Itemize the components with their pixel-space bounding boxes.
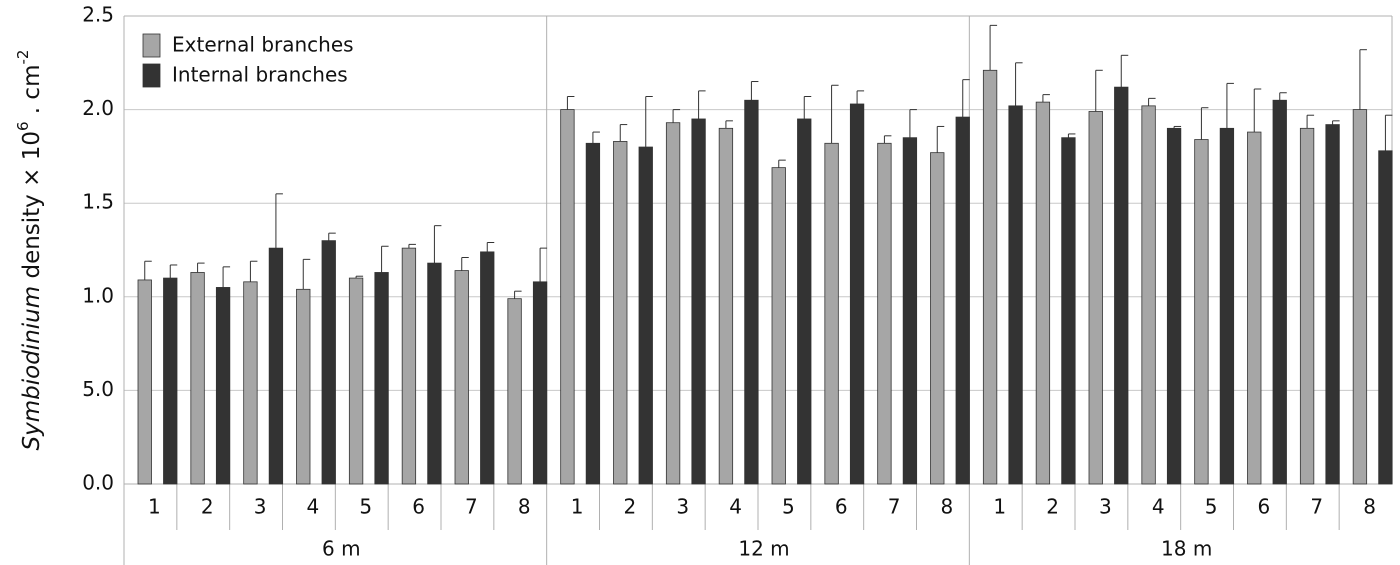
y-axis-title-part: 6 xyxy=(14,121,32,131)
bar xyxy=(1166,127,1182,485)
bar xyxy=(1008,105,1023,485)
bar xyxy=(532,281,548,485)
x-tick-label: 1 xyxy=(993,495,1006,519)
x-tick-label: 3 xyxy=(676,495,689,519)
bar xyxy=(955,116,970,485)
y-axis-title-part: Symbiodinium xyxy=(19,286,45,451)
x-tick-label: 1 xyxy=(148,495,161,519)
x-tick-label: 2 xyxy=(201,495,214,519)
bar xyxy=(243,281,258,485)
x-tick-label: 4 xyxy=(307,495,320,519)
x-tick-label: 5 xyxy=(782,495,795,519)
bar xyxy=(638,146,653,485)
x-tick-label: 2 xyxy=(624,495,637,519)
y-tick-label: 1.5 xyxy=(82,190,114,214)
bar xyxy=(877,142,892,485)
x-tick-label: 7 xyxy=(465,495,478,519)
bar xyxy=(137,279,152,485)
bar xyxy=(982,69,998,485)
x-tick-label: 6 xyxy=(835,495,848,519)
bar xyxy=(427,262,442,485)
legend-label: External branches xyxy=(172,33,354,57)
x-tick-label: 8 xyxy=(1363,495,1376,519)
bar xyxy=(824,142,839,485)
bar xyxy=(348,277,364,485)
bar xyxy=(691,118,706,485)
group-label: 12 m xyxy=(738,537,789,561)
bar xyxy=(665,122,681,485)
bar xyxy=(1194,139,1209,485)
bar xyxy=(190,272,205,485)
x-tick-label: 2 xyxy=(1046,495,1059,519)
group-label: 18 m xyxy=(1161,537,1212,561)
bar xyxy=(744,99,759,485)
bar xyxy=(401,247,417,485)
bar xyxy=(1325,124,1340,485)
bar xyxy=(849,103,865,485)
x-tick-label: 6 xyxy=(412,495,425,519)
x-tick-label: 8 xyxy=(941,495,954,519)
bar xyxy=(902,137,918,485)
bar xyxy=(374,272,389,485)
x-tick-label: 6 xyxy=(1258,495,1271,519)
bar xyxy=(1272,99,1287,485)
y-tick-label: 2.0 xyxy=(82,96,114,120)
x-tick-label: 5 xyxy=(1205,495,1218,519)
x-tick-label: 5 xyxy=(359,495,372,519)
y-tick-label: 0.0 xyxy=(82,471,114,495)
bar xyxy=(1141,105,1156,485)
y-axis-title-part: -2 xyxy=(14,50,32,65)
y-tick-label: 5.0 xyxy=(82,377,114,401)
bar xyxy=(215,287,231,485)
legend-label: Internal branches xyxy=(172,63,348,87)
x-tick-label: 3 xyxy=(254,495,267,519)
bar xyxy=(454,270,469,485)
bar xyxy=(1088,111,1103,485)
bar xyxy=(1299,127,1315,485)
y-axis-title-part: . cm xyxy=(19,64,45,114)
bar xyxy=(1247,131,1262,485)
x-tick-label: 4 xyxy=(1152,495,1165,519)
x-tick-label: 8 xyxy=(518,495,531,519)
legend-swatch xyxy=(142,63,161,88)
bar xyxy=(321,240,336,485)
y-tick-label: 1.0 xyxy=(82,283,114,307)
x-tick-label: 4 xyxy=(729,495,742,519)
bar xyxy=(1061,137,1076,485)
bar xyxy=(718,127,734,485)
x-tick-label: 1 xyxy=(571,495,584,519)
bar xyxy=(268,247,284,485)
legend-swatch xyxy=(142,33,161,58)
y-axis-title-part: density × 10 xyxy=(19,131,45,279)
bar xyxy=(1352,109,1368,485)
bar xyxy=(296,288,311,485)
bar xyxy=(480,251,495,485)
x-tick-label: 7 xyxy=(1310,495,1323,519)
y-tick-label: 2.5 xyxy=(82,3,114,27)
x-tick-label: 3 xyxy=(1099,495,1112,519)
y-axis-title: Symbiodinium density × 106 . cm-2 xyxy=(14,50,45,451)
bar xyxy=(163,277,178,485)
bar xyxy=(1114,86,1129,485)
bar xyxy=(585,142,601,485)
bar xyxy=(930,152,945,485)
bar xyxy=(613,141,628,485)
bar xyxy=(1378,150,1393,485)
x-tick-label: 7 xyxy=(888,495,901,519)
group-label: 6 m xyxy=(322,537,361,561)
bar xyxy=(1035,101,1051,485)
bar xyxy=(771,167,786,485)
bar xyxy=(507,298,522,485)
bar xyxy=(1219,127,1235,485)
bar xyxy=(797,118,812,485)
bar xyxy=(560,109,575,485)
